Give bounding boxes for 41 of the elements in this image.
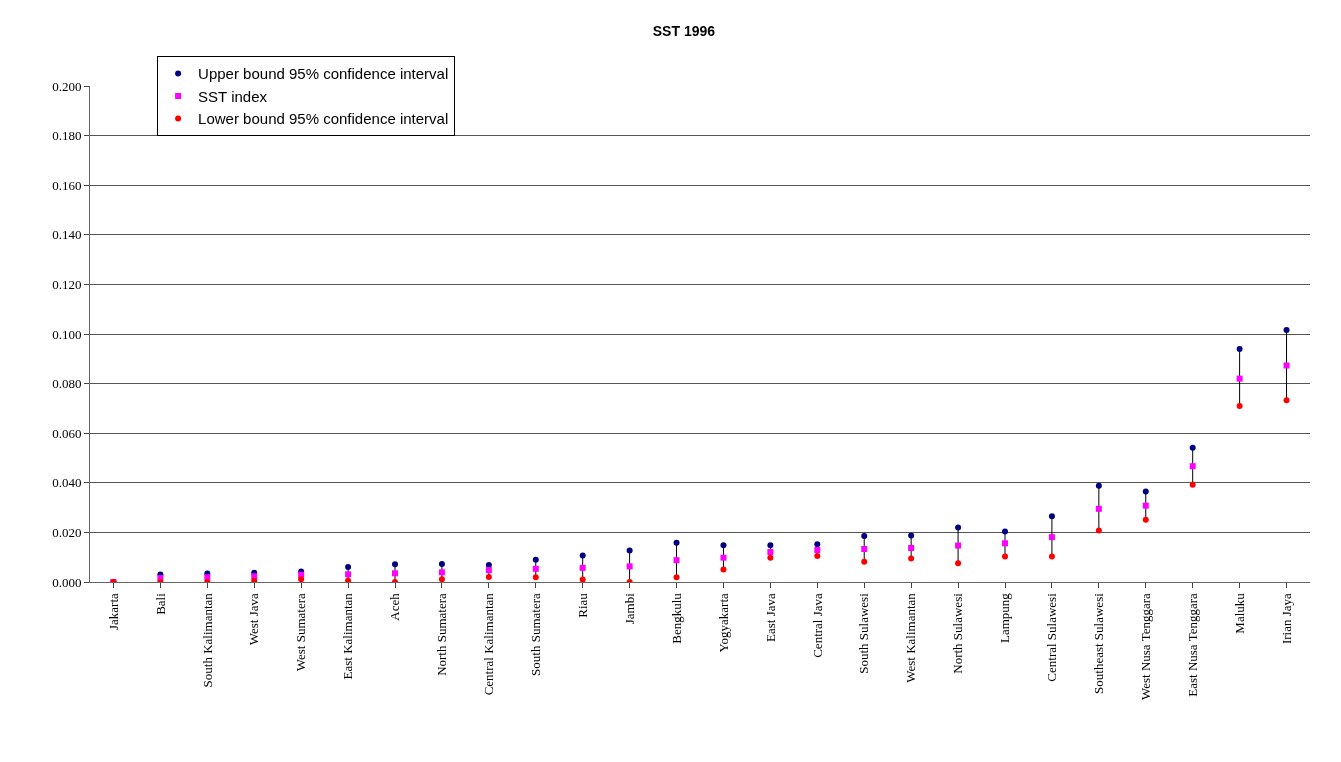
y-tick-label: 0.020 [52, 524, 82, 540]
y-tick-label: 0.040 [52, 475, 82, 491]
x-tick-label: Bali [152, 592, 168, 615]
x-tick-label: Maluku [1231, 592, 1247, 634]
y-tick-label: 0.060 [52, 425, 82, 441]
x-tick-label: Aceh [387, 592, 403, 621]
y-tick-label: 0.180 [52, 128, 82, 144]
legend-label: SST index [198, 87, 268, 105]
x-tick-label: West Nusa Tenggara [1137, 592, 1153, 701]
y-tick-label: 0.000 [52, 574, 82, 590]
y-tick-label: 0.140 [52, 227, 82, 243]
x-tick-label: Irian Jaya [1278, 592, 1294, 645]
x-tick-label: North Sulawesi [950, 592, 966, 674]
x-tick-label: Central Java [809, 592, 825, 658]
x-tick-label: Southeast Sulawesi [1091, 592, 1107, 694]
y-tick-label: 0.160 [52, 177, 82, 193]
x-tick-label: Central Sulawesi [1044, 592, 1060, 682]
legend-label: Upper bound 95% confidence interval [198, 65, 449, 83]
x-tick-label: Jambi [621, 592, 637, 625]
x-tick-label: Central Kalimantan [481, 592, 497, 696]
x-tick-label: Bengkulu [668, 592, 684, 644]
x-tick-label: East Java [762, 592, 778, 642]
y-tick-label: 0.120 [52, 276, 82, 292]
x-tick-label: Yogyakarta [715, 592, 731, 653]
legend-label: Lower bound 95% confidence interval [198, 110, 449, 128]
x-tick-label: Riau [574, 592, 590, 618]
x-tick-label: West Java [246, 592, 262, 646]
x-tick-label: Jakarta [105, 592, 121, 631]
x-tick-label: South Sulawesi [856, 592, 872, 674]
y-tick-label: 0.100 [52, 326, 82, 342]
x-tick-label: West Kalimantan [903, 592, 919, 683]
chart-title: SST 1996 [652, 23, 716, 40]
x-tick-label: Lampung [997, 592, 1013, 644]
x-tick-label: South Sumatera [527, 592, 543, 676]
x-tick-label: North Sumatera [434, 592, 450, 676]
x-tick-label: West Sumatera [293, 592, 309, 672]
x-tick-label: East Nusa Tenggara [1184, 592, 1200, 697]
x-tick-label: South Kalimantan [199, 592, 215, 688]
x-tick-label: East Kalimantan [340, 592, 356, 680]
y-tick-label: 0.080 [52, 376, 82, 392]
y-tick-label: 0.200 [52, 78, 82, 94]
